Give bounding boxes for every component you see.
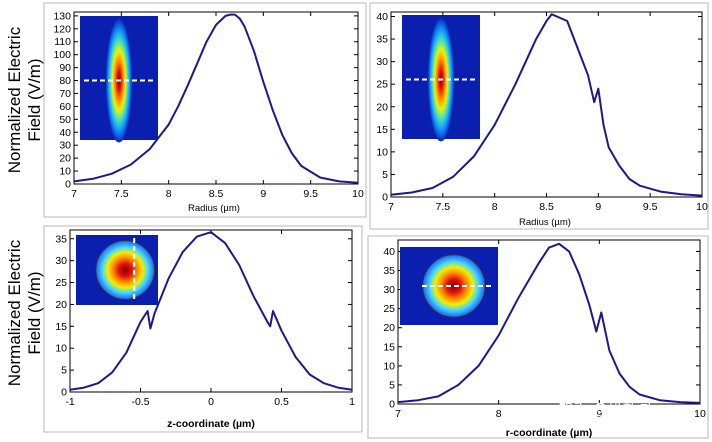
y-tick-label: 25 xyxy=(383,303,395,315)
y-tick-label: 10 xyxy=(55,343,67,355)
y-tick-label: 5 xyxy=(382,169,388,181)
x-tick-label: 8.5 xyxy=(209,188,224,200)
y-axis-title-top: Normalized Electric Field (V/m) xyxy=(5,26,44,173)
x-tick-label: 7.5 xyxy=(114,188,129,200)
y-tick-label: 70 xyxy=(59,88,71,100)
x-tick-label: 10 xyxy=(352,188,364,200)
x-axis-label: z-coordinate (µm) xyxy=(167,418,255,430)
y-title-line-1: Normalized Electric xyxy=(5,239,24,386)
y-tick-label: 0 xyxy=(65,179,71,191)
y-title-line-2: Field (V/m) xyxy=(25,58,44,141)
y-tick-label: 15 xyxy=(383,341,395,353)
x-tick-label: 9 xyxy=(595,201,601,213)
x-tick-label: 9 xyxy=(596,408,602,420)
field-map-inset xyxy=(402,15,480,142)
y-title-line-1: Normalized Electric xyxy=(5,26,24,173)
y-tick-label: 25 xyxy=(55,277,67,289)
axes-box xyxy=(397,239,701,405)
y-tick-label: 30 xyxy=(55,255,67,267)
field-map-inset xyxy=(80,16,158,143)
x-tick-label: 8 xyxy=(492,201,498,213)
y-tick-label: 0 xyxy=(389,399,395,411)
field-map-inset xyxy=(400,247,498,325)
x-axis-label: Radius (µm) xyxy=(188,203,240,214)
series-line xyxy=(73,13,359,184)
y-tick-label: 20 xyxy=(376,101,388,113)
y-tick-label: 40 xyxy=(383,246,395,258)
y-tick-label: 120 xyxy=(53,23,71,35)
x-tick-label: 9.5 xyxy=(643,201,658,213)
x-tick-label: -0.5 xyxy=(131,396,149,408)
plot-area: 0 5 10 15 20 25 30 35 40 7 7.5 8 8.5 9 9.5 10 xyxy=(376,11,708,213)
x-tick-label: 10 xyxy=(696,201,708,213)
y-tick-label: 30 xyxy=(59,140,71,152)
x-axis-label: Radius (µm) xyxy=(519,217,571,228)
x-tick-label: -1 xyxy=(65,396,74,408)
x-tick-label: 9.5 xyxy=(303,188,318,200)
y-tick-label: 40 xyxy=(376,11,388,23)
x-tick-label: 8 xyxy=(166,188,172,200)
x-tick-label: 8.5 xyxy=(539,201,554,213)
y-tick-label: 80 xyxy=(59,75,71,87)
y-tick-label: 0 xyxy=(382,192,388,204)
y-tick-label: 20 xyxy=(383,322,395,334)
y-tick-label: 130 xyxy=(53,10,71,22)
series-line xyxy=(390,13,703,197)
y-tick-label: 40 xyxy=(59,127,71,139)
panel-bottom-left: 0 5 10 15 20 25 30 35 -1 -0.5 0 0.5 1 z-coordinate (… xyxy=(43,225,363,433)
field-map-inset xyxy=(76,235,158,305)
x-tick-label: 8 xyxy=(496,408,502,420)
y-tick-label: 20 xyxy=(59,153,71,165)
y-tick-label: 5 xyxy=(61,365,67,377)
x-tick-label: 1 xyxy=(349,396,355,408)
x-tick-label: 0.5 xyxy=(274,396,289,408)
y-tick-label: 25 xyxy=(376,79,388,91)
plot-area: 0 5 10 15 20 25 30 35 40 7 8 9 10 xyxy=(383,239,706,420)
y-tick-label: 30 xyxy=(383,284,395,296)
panel-bottom-right: 0 5 10 15 20 25 30 35 40 7 8 9 10 r-coordinate (µm) xyxy=(367,235,709,439)
y-tick-label: 35 xyxy=(376,34,388,46)
y-tick-label: 10 xyxy=(376,146,388,158)
y-title-line-2: Field (V/m) xyxy=(25,271,44,354)
y-tick-label: 30 xyxy=(376,56,388,68)
y-tick-label: 50 xyxy=(59,114,71,126)
x-tick-label: 7 xyxy=(388,201,394,213)
y-tick-label: 5 xyxy=(389,379,395,391)
y-tick-label: 20 xyxy=(55,299,67,311)
series-line xyxy=(69,231,353,391)
panel-top-right: 0 5 10 15 20 25 30 35 40 7 7.5 8 8.5 9 9.5 10 Radius (µ… xyxy=(369,2,709,230)
y-tick-label: 10 xyxy=(383,360,395,372)
x-axis-label: r-coordinate (µm) xyxy=(506,427,593,439)
y-tick-label: 90 xyxy=(59,62,71,74)
field-hotspot xyxy=(95,240,156,300)
y-tick-label: 15 xyxy=(376,124,388,136)
x-tick-label: 9 xyxy=(260,188,266,200)
x-tick-label: 10 xyxy=(694,408,706,420)
y-tick-label: 100 xyxy=(53,49,71,61)
watermark-text: 知乎 @模数哥 xyxy=(558,400,653,418)
y-tick-label: 15 xyxy=(55,321,67,333)
x-tick-label: 7.5 xyxy=(436,201,451,213)
series-line xyxy=(397,242,701,404)
x-tick-label: 7 xyxy=(71,188,77,200)
y-tick-label: 35 xyxy=(55,233,67,245)
y-tick-label: 110 xyxy=(54,36,71,48)
y-axis-title-bottom: Normalized Electric Field (V/m) xyxy=(5,239,44,386)
y-tick-label: 10 xyxy=(59,166,71,178)
y-tick-label: 35 xyxy=(383,265,395,277)
x-tick-label: 7 xyxy=(395,408,401,420)
x-tick-label: 0 xyxy=(208,396,214,408)
plot-area: 0 5 10 15 20 25 30 35 -1 -0.5 0 0.5 1 xyxy=(55,229,355,408)
y-tick-label: 0 xyxy=(61,387,67,399)
y-tick-label: 60 xyxy=(59,101,71,113)
